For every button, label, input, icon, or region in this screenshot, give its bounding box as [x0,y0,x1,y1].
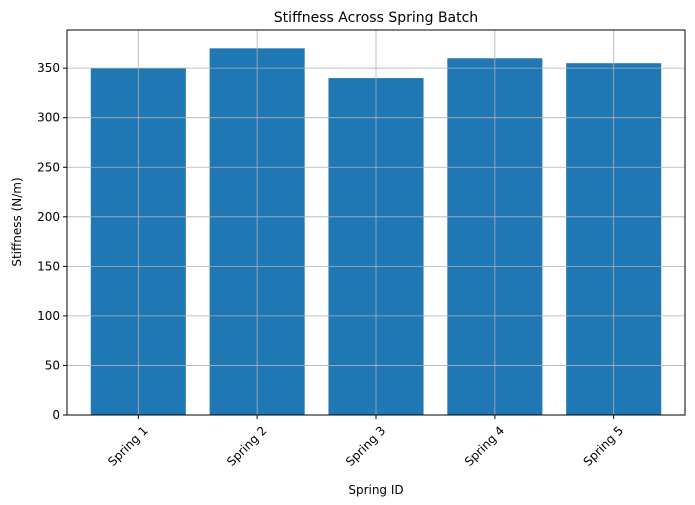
y-tick-label-0: 0 [52,408,60,422]
y-tick-label-2: 100 [37,309,60,323]
y-axis-ticks: 0 50 100 150 200 250 300 350 [37,61,67,422]
chart-title: Stiffness Across Spring Batch [274,10,478,26]
y-tick-label-3: 150 [37,259,60,273]
x-axis-label: Spring ID [348,483,403,497]
y-tick-label-7: 350 [37,61,60,75]
y-tick-label-1: 50 [45,358,60,372]
y-tick-label-6: 300 [37,111,60,125]
y-tick-label-4: 200 [37,210,60,224]
y-tick-label-5: 250 [37,160,60,174]
y-axis-label: Stiffness (N/m) [10,177,24,266]
